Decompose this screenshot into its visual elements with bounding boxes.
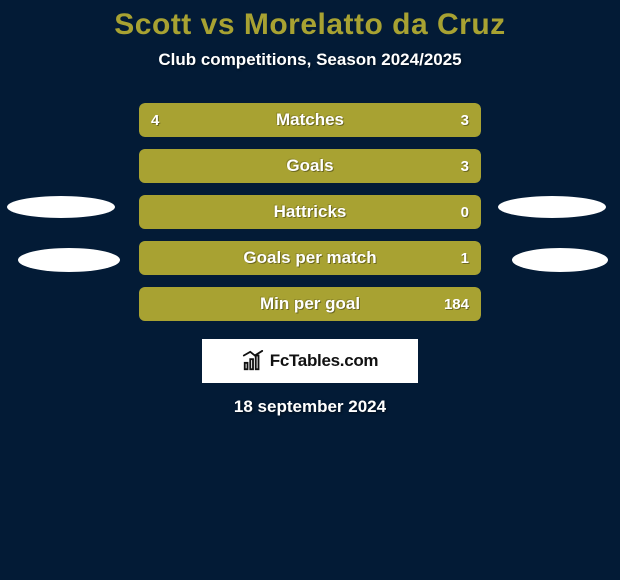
- decorative-ellipses: [0, 70, 620, 71]
- stat-value-right: 3: [461, 103, 469, 137]
- ellipse-right-1: [498, 196, 606, 218]
- date-label: 18 september 2024: [0, 397, 620, 417]
- ellipse-right-2: [512, 248, 608, 272]
- stat-row: Matches4 3: [139, 103, 481, 137]
- logo-text: FcTables.com: [270, 351, 379, 371]
- stat-label: Min per goal: [139, 287, 481, 321]
- logo-box[interactable]: FcTables.com: [202, 339, 418, 383]
- stat-row: Min per goal184: [139, 287, 481, 321]
- subtitle: Club competitions, Season 2024/2025: [0, 50, 620, 70]
- stat-value-left: 4: [151, 103, 159, 137]
- ellipse-left-2: [18, 248, 120, 272]
- stat-row: Hattricks0: [139, 195, 481, 229]
- stat-value-right: 1: [461, 241, 469, 275]
- stat-label: Goals per match: [139, 241, 481, 275]
- page-title: Scott vs Morelatto da Cruz: [0, 8, 620, 42]
- chart-icon: [242, 350, 264, 372]
- comparison-chart: Matches43Goals3Hattricks0Goals per match…: [139, 103, 481, 321]
- stat-value-right: 3: [461, 149, 469, 183]
- stat-row: Goals per match1: [139, 241, 481, 275]
- stat-label: Matches: [139, 103, 481, 137]
- stat-label: Goals: [139, 149, 481, 183]
- stat-value-right: 184: [444, 287, 469, 321]
- stat-value-right: 0: [461, 195, 469, 229]
- stat-row: Goals3: [139, 149, 481, 183]
- ellipse-left-1: [7, 196, 115, 218]
- content: Scott vs Morelatto da Cruz Club competit…: [0, 0, 620, 417]
- stat-label: Hattricks: [139, 195, 481, 229]
